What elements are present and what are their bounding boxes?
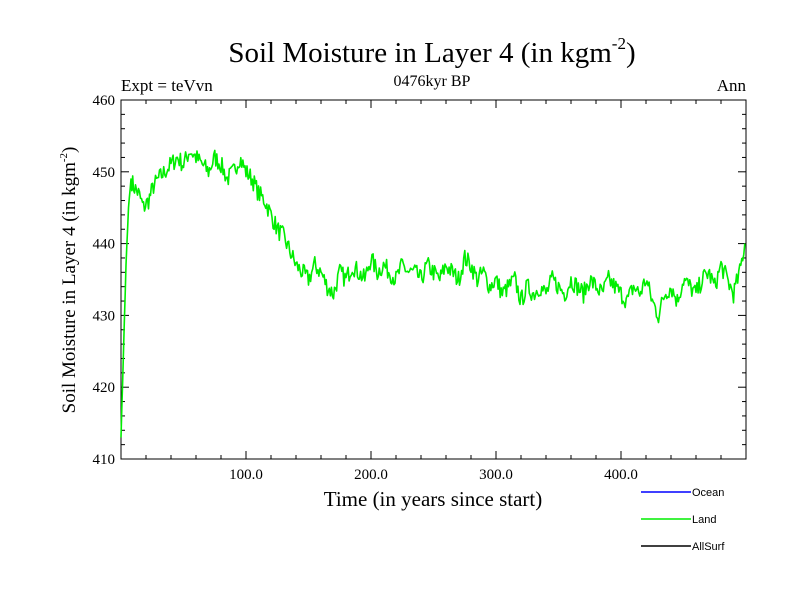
x-axis: 100.0 200.0 300.0 400.0 <box>145 100 722 483</box>
legend-label-land: Land <box>692 514 716 526</box>
y-tick-label: 410 <box>93 452 116 468</box>
subtitle-left: Expt = teVvn <box>121 76 213 95</box>
y-axis-label: Soil Moisture in Layer 4 (in kgm-2) <box>58 147 80 414</box>
y-axis: 410 420 430 440 450 460 <box>93 93 746 468</box>
x-tick-label: 300.0 <box>479 467 513 483</box>
y-axis-label-close: ) <box>59 147 80 153</box>
y-tick-label: 430 <box>93 308 116 324</box>
y-tick-label: 420 <box>93 380 116 396</box>
subtitle-right: Ann <box>717 76 747 95</box>
chart-title-close: ) <box>626 37 636 69</box>
legend-label-ocean: Ocean <box>692 487 724 499</box>
y-axis-label-superscript: -2 <box>58 153 70 162</box>
legend-label-allsurf: AllSurf <box>692 541 725 553</box>
y-tick-label: 460 <box>93 93 116 109</box>
chart-title-superscript: -2 <box>612 34 626 53</box>
x-tick-label: 100.0 <box>229 467 263 483</box>
chart-title: Soil Moisture in Layer 4 (in kgm-2) <box>228 34 635 69</box>
y-tick-label: 450 <box>93 165 116 181</box>
x-axis-label: Time (in years since start) <box>324 487 543 511</box>
subtitle-center: 0476kyr BP <box>394 73 471 90</box>
y-tick-label: 440 <box>93 237 116 253</box>
y-axis-label-main: Soil Moisture in Layer 4 (in kgm <box>59 162 80 413</box>
x-tick-label: 200.0 <box>354 467 388 483</box>
plot-frame <box>120 99 747 460</box>
chart-title-main: Soil Moisture in Layer 4 (in kgm <box>228 37 612 69</box>
series-layer <box>120 149 746 438</box>
x-tick-label: 400.0 <box>604 467 638 483</box>
series-line-land <box>120 149 746 438</box>
legend: Ocean Land AllSurf <box>641 487 725 553</box>
